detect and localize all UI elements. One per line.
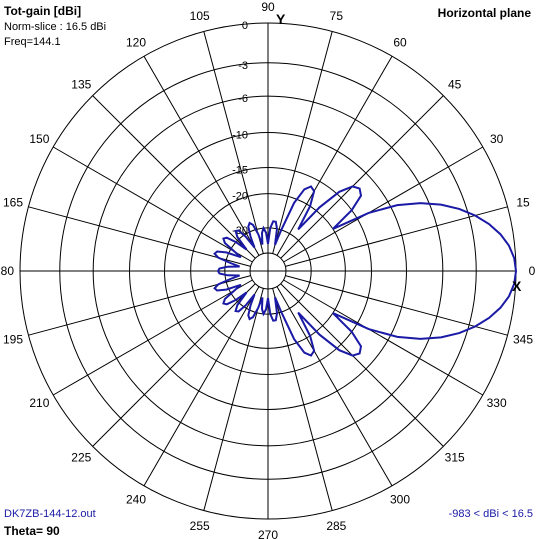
grid-spoke-14: [52, 279, 253, 396]
grid-spoke-15: [92, 283, 256, 447]
angle-tick-label: 225: [71, 451, 91, 465]
radial-tick-label: -3: [238, 60, 248, 72]
angle-tick-label: 195: [3, 332, 23, 346]
radial-tick-labels: 0-3-6-10-15-20-30: [232, 20, 248, 237]
radial-tick-label: 0: [242, 20, 248, 32]
angle-tick-label: 45: [448, 77, 462, 91]
angle-tick-label: 30: [490, 132, 504, 146]
angle-tick-label: 255: [190, 519, 210, 533]
angle-tick-label: 330: [487, 396, 507, 410]
angle-tick-label: 165: [3, 196, 23, 210]
angle-tick-label: 105: [190, 9, 210, 23]
grid-spoke-3: [280, 95, 444, 259]
grid-spoke-17: [203, 288, 264, 511]
grid-spoke-21: [280, 283, 444, 447]
grid-spoke-13: [28, 275, 251, 336]
angle-tick-label: 15: [516, 196, 530, 210]
radial-tick-label: -15: [232, 165, 248, 177]
radial-tick-label: -10: [232, 130, 248, 142]
polar-grid: [19, 22, 517, 520]
grid-spoke-1: [285, 206, 508, 267]
grid-spoke-16: [143, 286, 260, 487]
grid-spoke-20: [276, 286, 393, 487]
x-axis-label: X: [512, 278, 522, 294]
angle-tick-label: 315: [445, 451, 465, 465]
angle-tick-label: 150: [29, 132, 49, 146]
angle-tick-label: 60: [393, 35, 407, 49]
norm-slice-label: Norm-slice : 16.5 dBi: [4, 21, 107, 33]
angle-tick-label: 75: [330, 9, 344, 23]
angle-tick-label: 285: [326, 519, 346, 533]
grid-spoke-7: [203, 31, 264, 254]
radiation-pattern-line: [213, 185, 518, 357]
grid-spoke-2: [283, 146, 484, 263]
gain-title: Tot-gain [dBi]: [4, 4, 82, 18]
gain-range-label: -983 < dBi < 16.5: [448, 508, 533, 520]
angle-tick-label: 210: [29, 396, 49, 410]
angle-tick-label: 300: [390, 493, 410, 507]
angle-tick-label: 90: [261, 0, 275, 14]
angle-tick-label: 135: [71, 77, 91, 91]
y-axis-label: Y: [276, 11, 286, 27]
grid-spoke-11: [28, 206, 251, 267]
grid-spoke-4: [276, 55, 393, 256]
frequency-label: Freq=144.1: [4, 36, 61, 48]
grid-spoke-19: [272, 288, 333, 511]
filename-label: DK7ZB-144-12.out: [4, 508, 96, 520]
angle-tick-label: 345: [513, 332, 533, 346]
angle-tick-label: 120: [126, 35, 146, 49]
angle-tick-label: 180: [0, 264, 14, 278]
angle-tick-label: 0: [529, 264, 536, 278]
grid-spoke-23: [285, 275, 508, 336]
grid-spoke-22: [283, 279, 484, 396]
grid-spoke-8: [143, 55, 260, 256]
theta-label: Theta= 90: [4, 524, 60, 538]
angle-tick-label: 270: [258, 528, 278, 539]
grid-spoke-10: [52, 146, 253, 263]
radial-tick-label: -6: [238, 93, 248, 105]
angle-tick-label: 240: [126, 493, 146, 507]
grid-spoke-5: [272, 31, 333, 254]
plane-label: Horizontal plane: [437, 6, 531, 20]
grid-spoke-9: [92, 95, 256, 259]
radial-tick-label: -20: [232, 191, 248, 203]
